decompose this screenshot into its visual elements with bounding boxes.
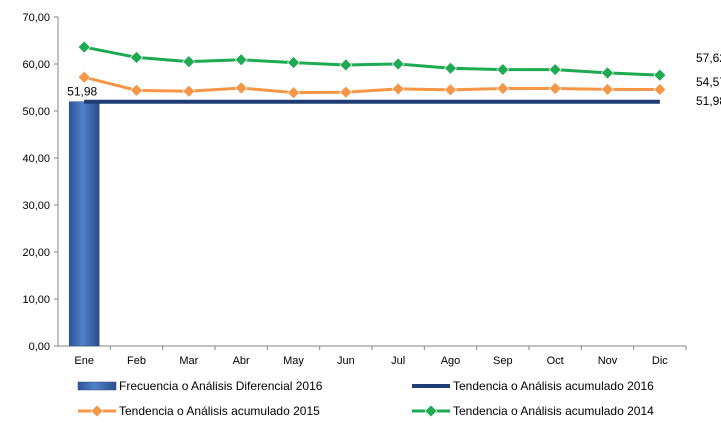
x-tick-label: Feb [127,355,146,367]
series-line [83,45,660,77]
y-tick-label: 10,00 [22,294,50,306]
point-marker [391,82,405,96]
data-label: 51,98 [67,85,97,99]
x-tick-label: Jul [391,355,405,367]
x-tick-label: Nov [598,355,618,367]
point-marker [130,50,143,64]
point-marker [548,82,562,95]
x-tick-label: Sep [493,355,513,367]
legend: Frecuencia o Análisis Diferencial 2016 Te… [77,379,654,418]
legend-item: Tendencia o Análisis acumulado 2015 [78,404,320,418]
point-marker [287,56,300,70]
point-marker [653,83,667,96]
y-tick-label: 20,00 [22,247,50,259]
x-tick-label: Mar [179,355,198,367]
point-marker [444,61,457,75]
data-label: 51,98 [696,94,721,108]
legend-label: Tendencia o Análisis acumulado 2016 [453,379,654,393]
x-tick-label: Jun [337,355,355,367]
data-label: 54,57 [696,75,721,89]
point-marker [234,81,248,95]
y-tick-label: 70,00 [22,12,50,24]
legend-label: Tendencia o Análisis acumulado 2014 [453,404,654,418]
x-tick-label: Oct [547,355,564,367]
x-tick-label: May [283,355,304,367]
point-marker [182,84,196,98]
legend-label: Tendencia o Análisis acumulado 2015 [119,404,320,418]
legend-item: Frecuencia o Análisis Diferencial 2016 [77,379,323,393]
point-marker [601,82,614,96]
y-tick-label: 0,00 [29,341,50,353]
y-tick-label: 60,00 [22,59,50,71]
legend-item: Tendencia o Análisis acumulado 2014 [412,404,654,418]
bars [68,101,100,347]
legend-swatch-marker [424,404,438,418]
point-marker [234,53,248,67]
legend-label: Frecuencia o Análisis Diferencial 2016 [119,379,323,393]
series-line [83,75,660,95]
y-tick-label: 40,00 [22,153,50,165]
point-marker [548,63,562,77]
point-marker [339,58,353,72]
point-marker [130,83,143,97]
y-tick-labels: 0,00 10,00 20,00 30,00 40,00 50,00 60,00 70,00 [22,12,58,353]
legend-swatch-marker [90,404,104,418]
x-tick-label: Ene [74,355,94,367]
x-tick-labels: Ene Feb Mar Abr May Jun Jul Ago Sep Oct Nov Dic [74,346,687,367]
bar [68,101,100,347]
point-marker [601,66,614,80]
y-tick-label: 50,00 [22,106,50,118]
legend-item: Tendencia o Análisis acumulado 2016 [412,379,654,393]
point-marker [339,85,353,99]
data-labels: 51,98 57,62 54,57 51,98 [67,51,721,108]
point-marker [287,86,300,100]
point-marker [77,70,91,84]
point-marker [444,83,457,97]
y-tick-label: 30,00 [22,200,50,212]
x-tick-label: Ago [441,355,461,367]
x-tick-label: Abr [233,355,250,367]
series-lines [83,45,660,104]
point-marker [77,40,91,54]
x-tick-label: Dic [652,355,668,367]
point-marker [391,57,405,71]
point-marker [496,63,510,77]
series-markers [77,40,667,100]
legend-swatch-bar [77,381,117,391]
axes [57,17,686,347]
point-marker [496,82,510,95]
data-label: 57,62 [696,51,721,65]
point-marker [182,55,196,69]
point-marker [653,68,667,82]
